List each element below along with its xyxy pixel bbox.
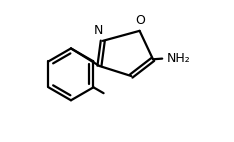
Text: N: N [94, 24, 103, 37]
Text: NH₂: NH₂ [166, 52, 190, 65]
Text: O: O [135, 14, 145, 27]
